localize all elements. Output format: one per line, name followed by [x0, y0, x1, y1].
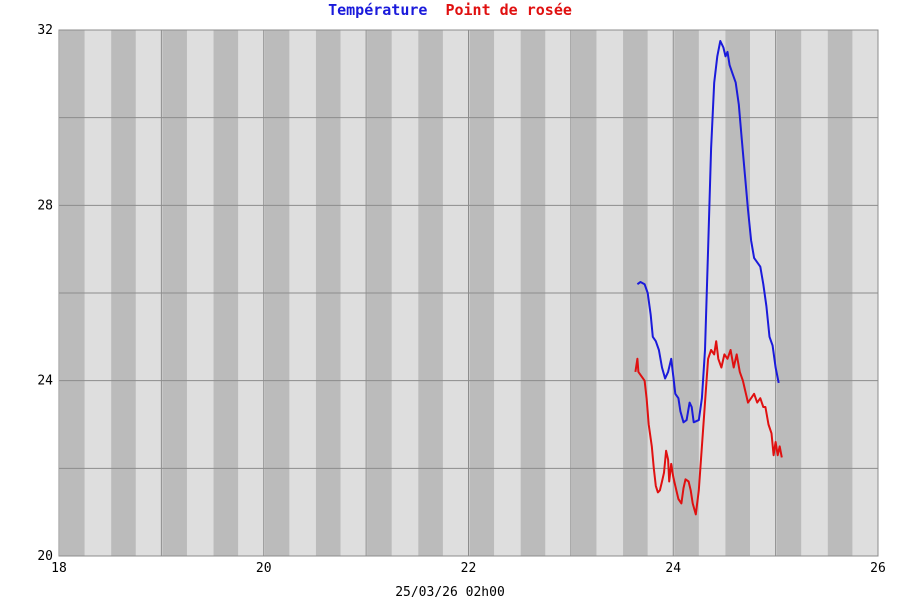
x-axis-ticks: 18 20 22 24 26	[51, 561, 886, 576]
series-line-temperature	[636, 40, 780, 424]
x-tick-label: 20	[256, 561, 272, 576]
y-tick-label: 32	[37, 23, 53, 38]
plot-frame	[58, 29, 879, 557]
chart-footer-timestamp: 25/03/26 02h00	[395, 585, 505, 600]
x-tick-label: 26	[870, 561, 886, 576]
series-lines	[634, 40, 783, 516]
legend-temperature: Température	[328, 1, 427, 19]
x-tick-label: 18	[51, 561, 67, 576]
y-axis-ticks: 20 24 28 32	[37, 23, 53, 564]
y-tick-label: 28	[37, 198, 53, 213]
chart-title: Température Point de rosée	[328, 1, 572, 19]
x-tick-label: 24	[665, 561, 681, 576]
y-tick-label: 20	[37, 549, 53, 564]
y-tick-label: 24	[37, 374, 53, 389]
legend-dew-point: Point de rosée	[445, 1, 571, 19]
series-line-dew-point	[634, 340, 783, 516]
x-tick-label: 22	[461, 561, 477, 576]
